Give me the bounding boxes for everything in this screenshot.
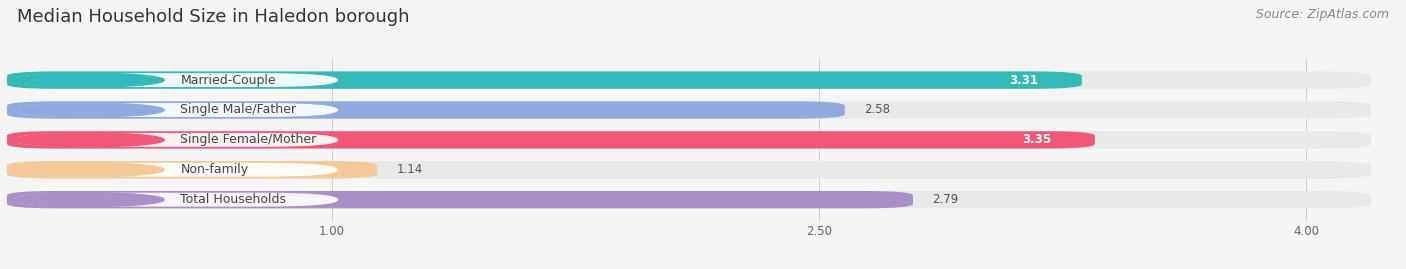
Text: Source: ZipAtlas.com: Source: ZipAtlas.com bbox=[1256, 8, 1389, 21]
FancyBboxPatch shape bbox=[7, 161, 1371, 178]
FancyBboxPatch shape bbox=[991, 133, 1081, 146]
FancyBboxPatch shape bbox=[14, 163, 339, 177]
Circle shape bbox=[14, 163, 165, 177]
FancyBboxPatch shape bbox=[7, 72, 1371, 89]
Text: Married-Couple: Married-Couple bbox=[180, 74, 276, 87]
Circle shape bbox=[14, 193, 165, 207]
FancyBboxPatch shape bbox=[14, 103, 339, 117]
FancyBboxPatch shape bbox=[14, 193, 339, 207]
Circle shape bbox=[14, 73, 165, 87]
FancyBboxPatch shape bbox=[7, 161, 377, 178]
Circle shape bbox=[14, 103, 165, 117]
Text: Single Female/Mother: Single Female/Mother bbox=[180, 133, 316, 146]
Text: Single Male/Father: Single Male/Father bbox=[180, 104, 297, 116]
FancyBboxPatch shape bbox=[14, 73, 339, 87]
Text: 3.35: 3.35 bbox=[1022, 133, 1050, 146]
FancyBboxPatch shape bbox=[7, 72, 1081, 89]
FancyBboxPatch shape bbox=[7, 191, 1371, 208]
Text: 1.14: 1.14 bbox=[396, 163, 423, 176]
Text: Total Households: Total Households bbox=[180, 193, 287, 206]
Text: Median Household Size in Haledon borough: Median Household Size in Haledon borough bbox=[17, 8, 409, 26]
Circle shape bbox=[14, 133, 165, 147]
FancyBboxPatch shape bbox=[7, 101, 1371, 119]
FancyBboxPatch shape bbox=[979, 74, 1069, 87]
FancyBboxPatch shape bbox=[7, 131, 1095, 148]
FancyBboxPatch shape bbox=[7, 101, 845, 119]
Text: 3.31: 3.31 bbox=[1010, 74, 1038, 87]
Text: Non-family: Non-family bbox=[180, 163, 249, 176]
FancyBboxPatch shape bbox=[7, 131, 1371, 148]
Text: 2.58: 2.58 bbox=[865, 104, 890, 116]
FancyBboxPatch shape bbox=[14, 133, 339, 147]
FancyBboxPatch shape bbox=[7, 191, 912, 208]
Text: 2.79: 2.79 bbox=[932, 193, 959, 206]
